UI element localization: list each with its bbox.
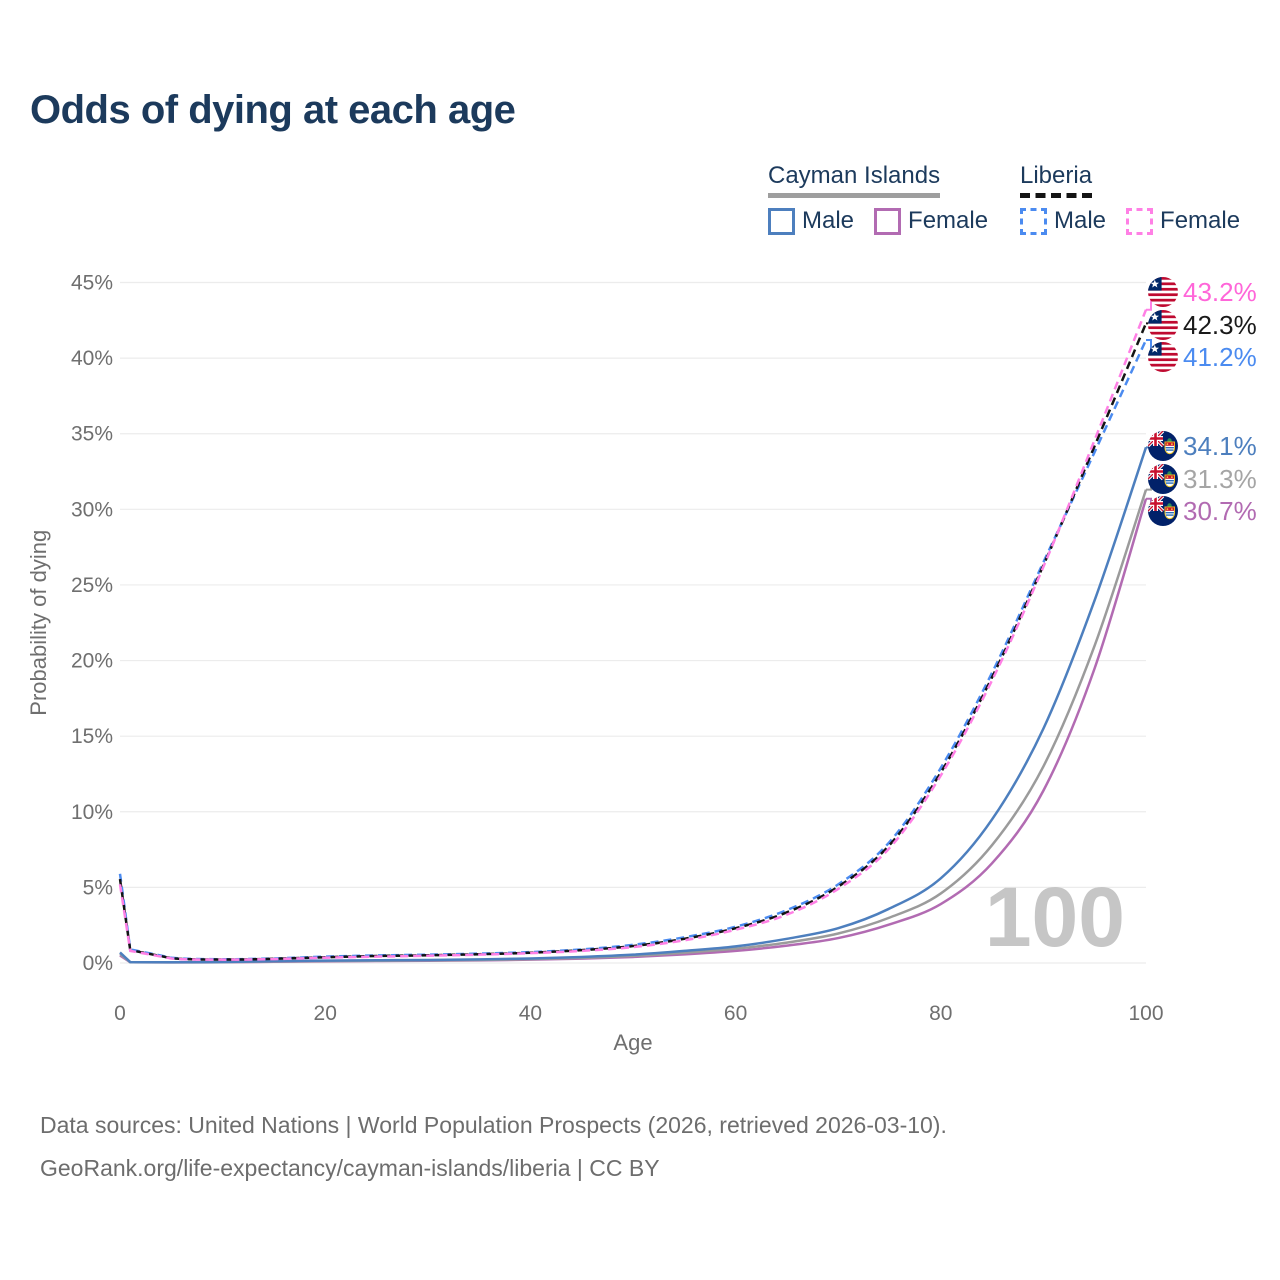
hover-age-watermark: 100 bbox=[985, 870, 1125, 964]
data-source-note: Data sources: United Nations | World Pop… bbox=[40, 1104, 947, 1189]
x-tick-label: 100 bbox=[1128, 1002, 1163, 1025]
liberia-flag-icon bbox=[1148, 342, 1178, 372]
cayman-female-swatch bbox=[874, 207, 902, 235]
end-label-cayman-male: 34.1% bbox=[1148, 430, 1257, 462]
source-line-2: GeoRank.org/life-expectancy/cayman-islan… bbox=[40, 1154, 660, 1181]
x-tick-label: 20 bbox=[314, 1002, 337, 1025]
legend-group-liberia: Liberia Male Female bbox=[1020, 162, 1260, 235]
y-tick-label: 25% bbox=[71, 574, 113, 597]
series-line-liberia-female bbox=[118, 309, 1148, 961]
legend-country-liberia[interactable]: Liberia bbox=[1020, 162, 1093, 198]
x-tick-label: 80 bbox=[929, 1002, 952, 1025]
y-tick-label: 20% bbox=[71, 650, 113, 673]
liberia-flag-icon bbox=[1148, 310, 1178, 340]
y-tick-label: 15% bbox=[71, 725, 113, 748]
cayman-islands-flag-icon bbox=[1148, 464, 1178, 494]
legend-item-cayman-male[interactable]: Male bbox=[768, 207, 854, 235]
series-line-liberia-male bbox=[118, 339, 1148, 961]
series-line-cayman-islands-male bbox=[119, 446, 1148, 964]
legend-country-cayman-islands[interactable]: Cayman Islands bbox=[768, 162, 941, 198]
x-tick-label: 60 bbox=[724, 1002, 747, 1025]
cayman-islands-flag-icon bbox=[1148, 431, 1178, 461]
end-label-liberia-female: 43.2% bbox=[1148, 276, 1257, 308]
page-title: Odds of dying at each age bbox=[30, 88, 516, 132]
legend-item-liberia-female[interactable]: Female bbox=[1126, 207, 1240, 235]
y-tick-label: 40% bbox=[71, 347, 113, 370]
source-line-1: Data sources: United Nations | World Pop… bbox=[40, 1112, 947, 1138]
y-tick-label: 5% bbox=[83, 876, 113, 899]
x-tick-label: 0 bbox=[114, 1002, 126, 1025]
y-tick-label: 45% bbox=[71, 272, 113, 295]
liberia-male-swatch bbox=[1020, 207, 1047, 235]
end-label-cayman-female: 30.7% bbox=[1148, 495, 1257, 527]
legend-item-liberia-male[interactable]: Male bbox=[1020, 207, 1106, 235]
legend-item-cayman-female[interactable]: Female bbox=[874, 207, 988, 235]
liberia-flag-icon bbox=[1148, 277, 1178, 307]
y-tick-label: 10% bbox=[71, 801, 113, 824]
y-tick-label: 30% bbox=[71, 498, 113, 521]
liberia-female-swatch bbox=[1126, 207, 1154, 235]
x-tick-label: 40 bbox=[519, 1002, 542, 1025]
cayman-male-swatch bbox=[768, 207, 795, 235]
y-axis-title: Probability of dying bbox=[26, 530, 51, 716]
legend-group-cayman-islands: Cayman Islands Male Female bbox=[768, 162, 1008, 235]
end-label-liberia-male: 41.2% bbox=[1148, 341, 1257, 373]
y-tick-label: 35% bbox=[71, 423, 113, 446]
cayman-islands-flag-icon bbox=[1148, 496, 1178, 526]
end-label-cayman-both: 31.3% bbox=[1148, 463, 1257, 495]
y-tick-label: 0% bbox=[83, 952, 113, 975]
end-label-liberia-both: 42.3% bbox=[1148, 309, 1257, 341]
x-axis-title: Age bbox=[613, 1030, 652, 1055]
